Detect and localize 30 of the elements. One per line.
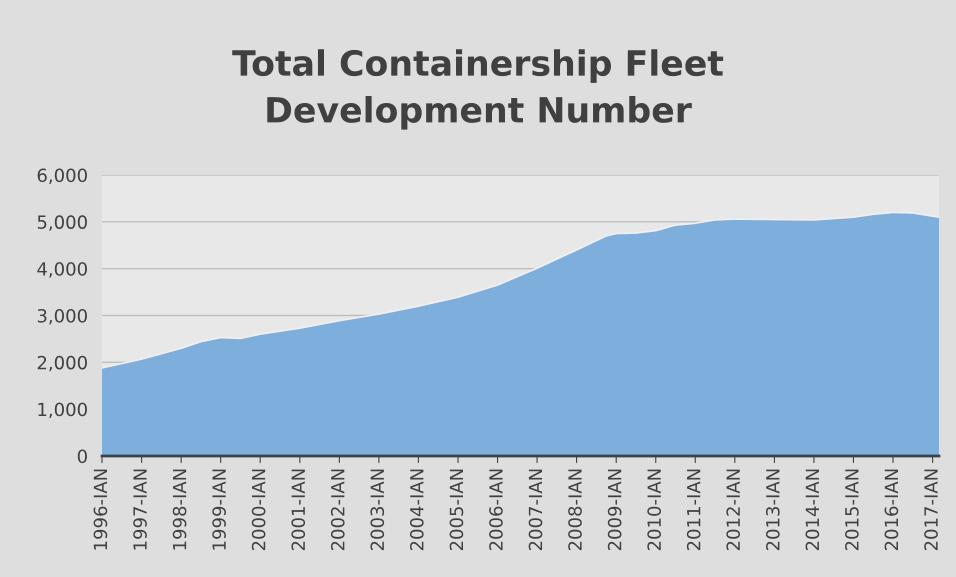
x-tick-label: 2000-IAN <box>252 470 266 550</box>
x-tick-label: 2011-IAN <box>686 470 700 550</box>
x-tick-label: 2016-IAN <box>884 470 898 550</box>
x-tick-label: 2002-IAN <box>330 470 345 550</box>
y-tick-label: 3,000 <box>38 308 87 324</box>
x-tick-label: 1999-IAN <box>212 470 226 550</box>
y-tick-label: 1,000 <box>38 402 87 418</box>
x-tick-label: 2007-IAN <box>528 470 542 550</box>
y-tick-label: 4,000 <box>37 262 87 278</box>
chart-title: Total Containership Fleet Development Number <box>232 49 724 130</box>
x-tick-label: 2006-IAN <box>489 470 503 550</box>
x-tick-label: 2001-IAN <box>291 470 306 550</box>
x-tick-label: 2012-IAN <box>726 470 740 550</box>
y-tick-label: 6,000 <box>38 168 87 184</box>
x-tick-label: 2013-IAN <box>766 470 780 550</box>
x-tick-label: 1998-IAN <box>172 470 186 550</box>
x-tick-label: 2014-IAN <box>806 470 820 550</box>
y-tick-label: 2,000 <box>38 356 87 372</box>
x-tick-label: 2004-IAN <box>410 470 424 550</box>
x-tick-label: 2010-IAN <box>647 470 661 550</box>
y-tick-label: 5,000 <box>38 215 87 231</box>
y-tick-label: 0 <box>78 449 87 464</box>
x-tick-label: 2015-IAN <box>845 470 859 550</box>
x-tick-label: 2009-IAN <box>608 470 622 550</box>
x-tick-label: 2008-IAN <box>568 470 582 550</box>
x-tick-label: 1997-IAN <box>133 470 147 550</box>
x-tick-label: 2017-IAN <box>924 470 938 550</box>
x-tick-label: 2003-IAN <box>370 470 384 550</box>
x-tick-label: 1996-IAN <box>94 470 108 550</box>
x-tick-label: 2005-IAN <box>450 470 464 550</box>
